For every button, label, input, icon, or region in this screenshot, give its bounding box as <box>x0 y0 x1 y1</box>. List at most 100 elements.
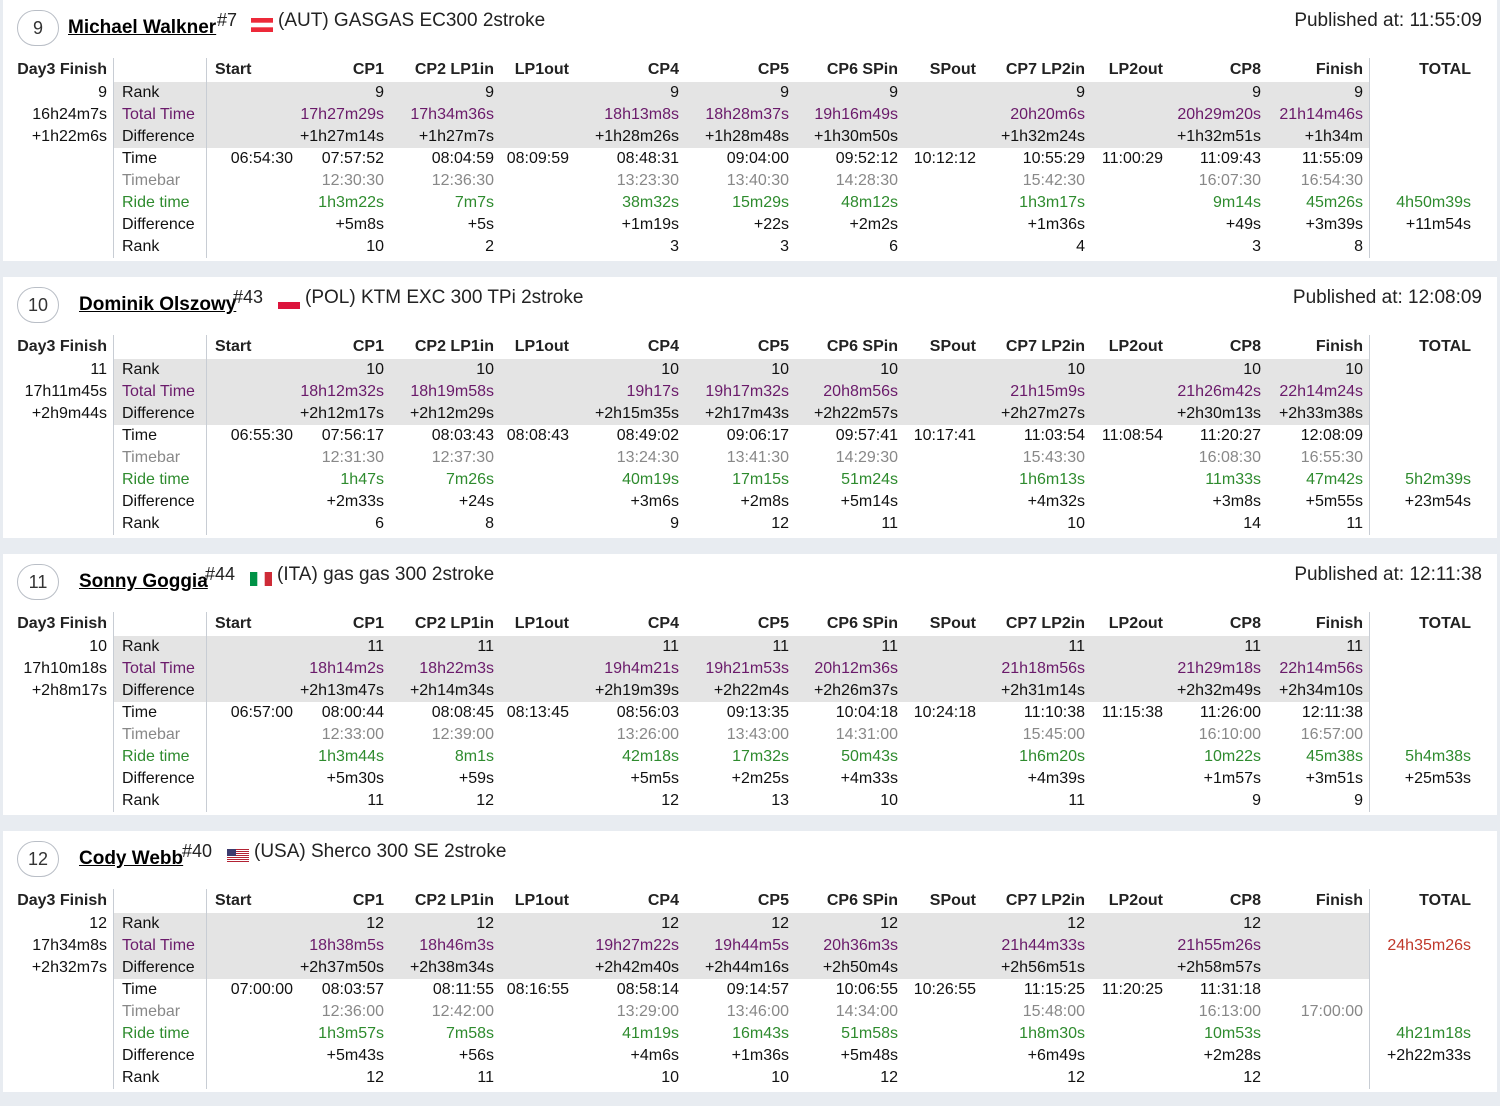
table-cell: +23m54s <box>1369 491 1477 513</box>
table-cell: 48m12s <box>841 194 898 211</box>
table-cell: 12 <box>476 792 494 809</box>
table-cell: 11:10:38 <box>1023 704 1085 721</box>
column-header: LP1out <box>514 338 569 355</box>
table-cell: 18h46m3s <box>390 935 500 957</box>
table-cell: 17h27m29s <box>299 104 390 126</box>
table-cell <box>1091 170 1169 192</box>
row-label: Total Time <box>113 935 206 957</box>
row-label: Time <box>113 979 206 1001</box>
table-cell <box>904 658 982 680</box>
table-cell: 19h17m32s <box>685 381 795 403</box>
table-cell <box>1091 790 1169 812</box>
table-cell: +2h44m16s <box>685 957 795 979</box>
table-cell: 9 <box>575 82 685 104</box>
table-cell <box>500 724 575 746</box>
table-cell: 08:04:59 <box>431 150 494 167</box>
column-header: Start <box>206 335 299 359</box>
table-cell <box>1267 957 1369 979</box>
column-header: CP2 LP1in <box>414 338 494 355</box>
day-finish-value: +2h8m17s <box>31 682 107 699</box>
table-cell <box>206 724 299 746</box>
table-cell: 09:13:35 <box>726 704 789 721</box>
table-cell: 12 <box>390 913 500 935</box>
table-cell: 10 <box>1067 515 1085 532</box>
day-finish-value: +1h22m6s <box>31 128 107 145</box>
table-cell <box>1369 957 1477 979</box>
table-cell <box>904 104 982 126</box>
table-cell: 10:06:55 <box>835 981 898 998</box>
table-cell: 20h8m56s <box>795 381 904 403</box>
table-cell: 12 <box>880 1069 898 1086</box>
table-cell <box>1369 658 1477 680</box>
table-cell <box>206 447 299 469</box>
table-cell: 08:08:43 <box>506 427 569 444</box>
table-cell: 11 <box>795 636 904 658</box>
day-finish-value <box>3 1023 113 1045</box>
column-header: Finish <box>1315 338 1363 355</box>
table-cell: 06:54:30 <box>206 148 299 170</box>
column-header: LP1out <box>514 892 569 909</box>
table-cell: +2h33m38s <box>1267 403 1369 425</box>
table-cell <box>1091 359 1169 381</box>
column-header: SPout <box>929 892 976 909</box>
day-finish-value <box>3 702 113 724</box>
table-cell: 09:14:57 <box>726 981 789 998</box>
column-header: CP6 SPin <box>826 338 898 355</box>
table-cell <box>904 192 982 214</box>
table-cell <box>1091 935 1169 957</box>
table-cell <box>206 913 299 935</box>
results-grid: Day3 Finish Start CP1 CP2 LP1in LP1out CP4 CP5… <box>3 612 1497 812</box>
table-cell: 21h26m42s <box>1169 381 1267 403</box>
table-cell: +3m51s <box>1305 770 1363 787</box>
table-cell: 13:29:00 <box>616 1003 679 1020</box>
table-cell <box>1369 403 1477 425</box>
table-cell: 10 <box>661 1069 679 1086</box>
table-cell: 11:09:43 <box>1199 150 1261 167</box>
table-cell: 12:36:00 <box>321 1003 384 1020</box>
table-cell: 11:55:09 <box>1301 150 1363 167</box>
rider-number: #40 <box>182 841 213 861</box>
table-cell <box>904 913 982 935</box>
table-cell: 3 <box>1252 238 1261 255</box>
table-cell: 08:13:45 <box>506 704 569 721</box>
table-cell: 16:08:30 <box>1198 449 1261 466</box>
table-cell: 12:08:09 <box>1300 427 1363 444</box>
table-cell <box>1369 104 1477 126</box>
table-cell: 08:16:55 <box>506 981 569 998</box>
table-cell: 12 <box>1169 913 1267 935</box>
table-cell: 11:26:00 <box>1199 704 1261 721</box>
rider-name-link[interactable]: Cody Webb <box>79 848 184 869</box>
bike-info: (ITA) gas gas 300 2stroke <box>277 564 495 585</box>
rider-name-link[interactable]: Dominik Olszowy <box>79 294 237 315</box>
rider-name-link[interactable]: Sonny Goggia <box>79 571 208 592</box>
table-cell: 10 <box>1169 359 1267 381</box>
table-cell: 50m43s <box>841 748 898 765</box>
column-header: TOTAL <box>1369 889 1477 913</box>
table-cell <box>206 126 299 148</box>
row-label: Rank <box>113 1067 206 1089</box>
column-header: Start <box>206 889 299 913</box>
rider-card: 9 Michael Walkner #7 (AUT) GASGAS EC300 2st… <box>3 0 1497 261</box>
table-cell <box>1091 1067 1169 1089</box>
table-cell <box>904 236 982 258</box>
table-cell: +24s <box>458 493 494 510</box>
rider-name-link[interactable]: Michael Walkner <box>68 17 217 38</box>
table-cell: 38m32s <box>622 194 679 211</box>
table-cell: 21h14m46s <box>1267 104 1369 126</box>
table-cell: +1m36s <box>731 1047 789 1064</box>
table-cell: 9 <box>670 515 679 532</box>
table-cell: 11 <box>477 1069 494 1086</box>
table-cell: +1m57s <box>1203 770 1261 787</box>
day-finish-value: 16h24m7s <box>32 106 107 123</box>
column-header: CP1 <box>352 338 384 355</box>
table-cell: 13:23:30 <box>616 172 679 189</box>
table-cell <box>206 214 299 236</box>
table-cell <box>206 513 299 535</box>
position-badge: 12 <box>17 841 59 877</box>
table-cell <box>500 658 575 680</box>
column-header <box>113 612 206 636</box>
column-header: TOTAL <box>1369 58 1477 82</box>
table-cell: 14:31:00 <box>835 726 898 743</box>
poland-flag <box>278 295 300 309</box>
table-cell <box>1091 724 1169 746</box>
